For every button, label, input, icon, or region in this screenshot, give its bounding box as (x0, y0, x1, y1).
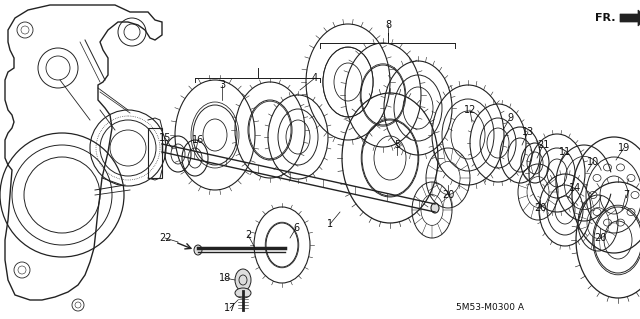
Text: 13: 13 (522, 127, 534, 137)
Text: FR.: FR. (595, 13, 616, 23)
Text: 5: 5 (394, 140, 400, 150)
Text: 14: 14 (569, 183, 581, 193)
Text: 7: 7 (623, 190, 629, 200)
Text: 22: 22 (159, 233, 172, 243)
Polygon shape (620, 10, 640, 26)
Ellipse shape (235, 288, 251, 298)
Text: 21: 21 (537, 140, 549, 150)
Text: 6: 6 (293, 223, 299, 233)
Text: 18: 18 (219, 273, 231, 283)
Text: 20: 20 (442, 190, 454, 200)
Text: 2: 2 (245, 230, 251, 240)
Text: 9: 9 (507, 113, 513, 123)
Bar (148, 128, 162, 178)
Text: 20: 20 (534, 203, 546, 213)
Text: 17: 17 (224, 303, 236, 313)
Text: 19: 19 (618, 143, 630, 153)
Text: 12: 12 (464, 105, 476, 115)
Text: 20: 20 (594, 233, 606, 243)
Text: 4: 4 (312, 73, 318, 83)
Ellipse shape (431, 203, 439, 213)
Text: 8: 8 (385, 20, 391, 30)
Text: 1: 1 (327, 219, 333, 229)
Text: 11: 11 (559, 147, 571, 157)
Text: 10: 10 (587, 157, 599, 167)
Text: 16: 16 (192, 135, 204, 145)
Text: 15: 15 (159, 133, 171, 143)
Text: 5M53-M0300 A: 5M53-M0300 A (456, 303, 524, 313)
Ellipse shape (235, 269, 251, 291)
Ellipse shape (194, 245, 202, 255)
Text: 3: 3 (219, 80, 225, 90)
